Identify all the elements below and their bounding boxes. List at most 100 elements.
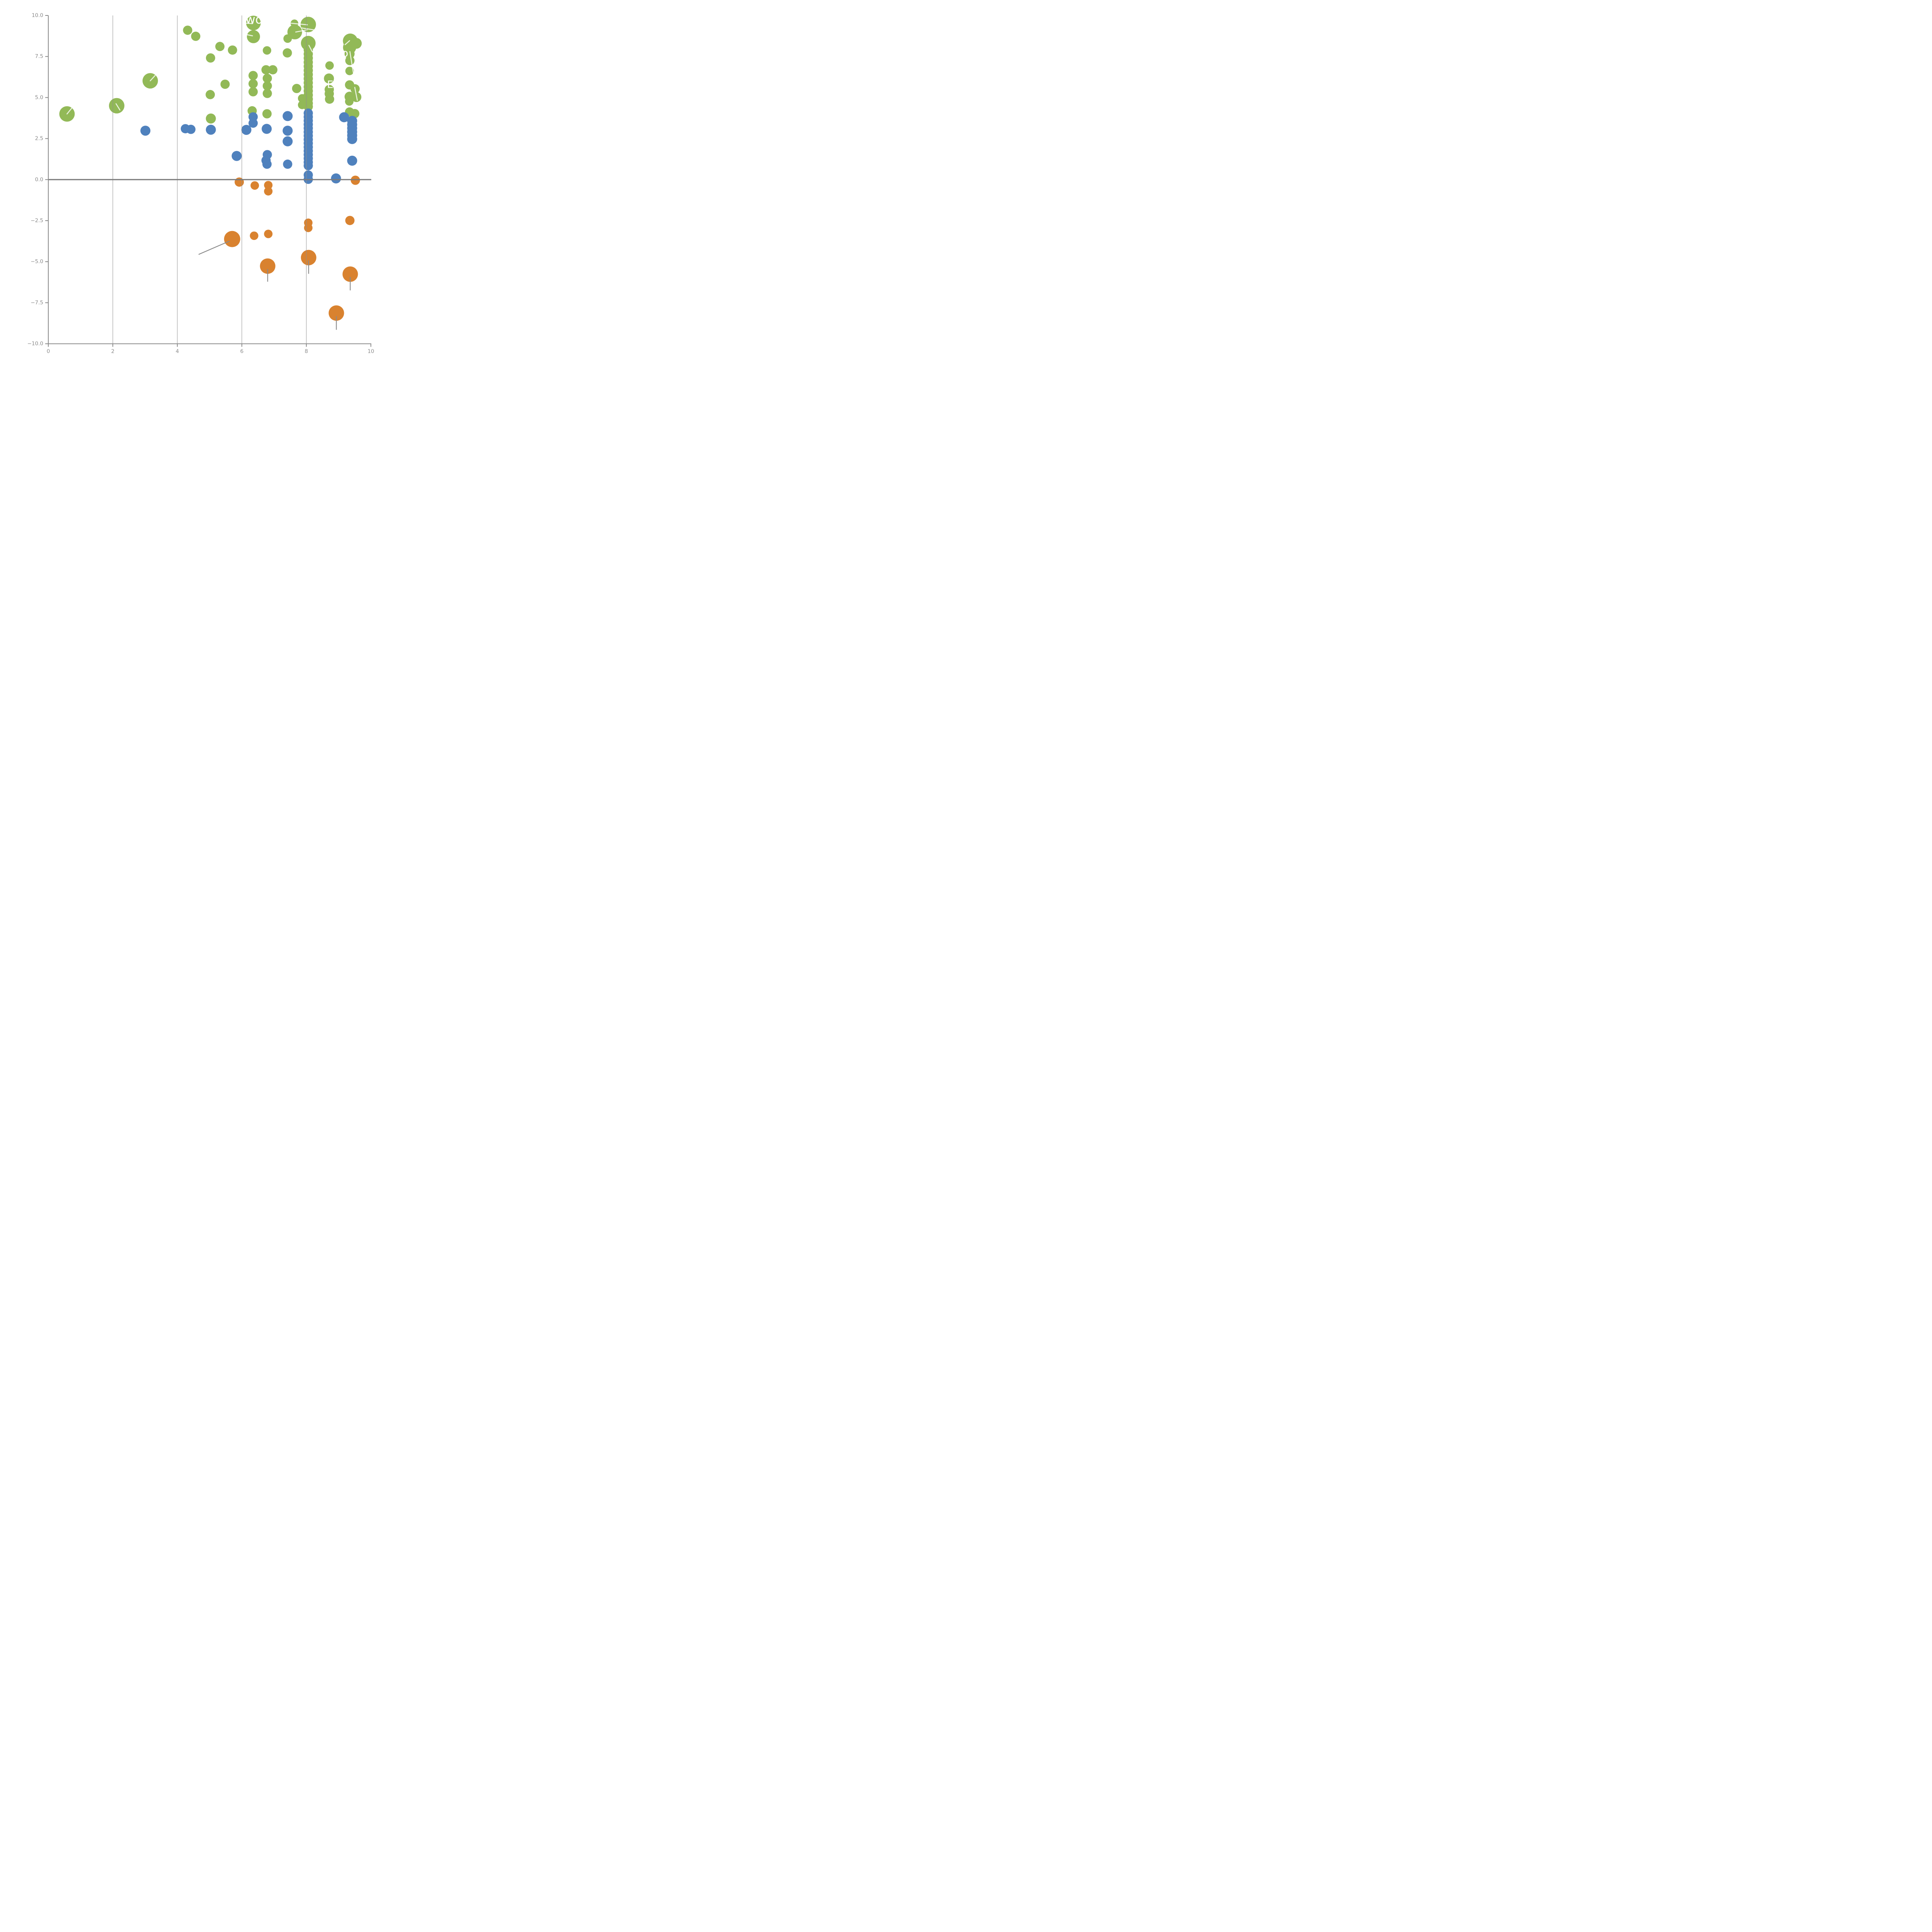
data-point-orange [264,181,273,190]
data-point-green [215,42,225,51]
scatter-plot: wo o E 10.0 7.5 5.0 2.5 0.0 −2.5 −5.0 −7.5 −10.0 0 2… [27,12,374,355]
data-point-green [263,46,271,55]
data-point-blue [231,151,242,161]
data-point-blue [282,136,293,146]
data-point-green [298,100,306,109]
x-tick-label: 10 [367,349,374,355]
data-point-blue [248,118,258,128]
data-point-green [206,90,215,99]
data-point-green [324,73,334,84]
white-leader-line [354,87,358,101]
data-point-green [228,45,237,55]
data-point-blue [282,126,293,136]
white-leader-line [245,22,253,24]
axes-layer: 10.0 7.5 5.0 2.5 0.0 −2.5 −5.0 −7.5 −10.0 0 2 4 6 8 10 [27,12,374,355]
y-tick-label: 0.0 [35,177,43,183]
x-tick-label: 4 [176,349,179,355]
data-point-orange [301,250,316,265]
white-leader-line [66,107,73,115]
data-point-green [261,65,271,75]
white-annotation-label: wo [245,13,262,27]
data-point-green [325,94,334,104]
data-point-orange [264,230,273,238]
data-point-blue [347,134,357,144]
data-point-orange [345,216,355,225]
data-point-green [301,36,316,51]
y-tick-label: −2.5 [31,218,43,224]
data-point-blue [206,124,216,135]
data-point-blue [283,159,293,169]
data-point-green [248,79,258,88]
data-point-blue [339,112,349,122]
white-leader-line [115,103,121,111]
data-point-orange [350,175,360,185]
data-point-orange [304,223,313,232]
data-point-blue [282,111,293,121]
data-point-green [268,65,277,75]
data-point-green [183,26,192,35]
data-point-orange [224,231,240,247]
data-point-green [206,113,216,124]
data-point-blue [347,155,357,166]
data-point-green [248,87,258,97]
y-tick-label: 7.5 [35,53,43,60]
data-point-green [344,49,355,59]
white-leader-line [150,75,156,82]
data-point-orange [250,181,259,190]
white-annotation-label: o [342,48,349,60]
gray-leaders-layer [198,240,351,330]
data-point-green [248,71,258,80]
data-point-blue [262,124,272,134]
data-point-green [283,34,292,43]
gray-leader-line [198,240,230,255]
bubbles-layer [59,15,362,321]
data-point-green [325,61,334,70]
data-point-green [345,97,354,106]
white-annotations-layer: wo o E [66,13,358,115]
x-tick-label: 0 [47,349,50,355]
bubble-scatter-page: wo o E 10.0 7.5 5.0 2.5 0.0 −2.5 −5.0 −7.5 −10.0 0 2… [0,0,386,386]
data-point-green [292,84,301,93]
white-leader-line [308,45,313,52]
data-point-green [262,88,272,98]
data-point-green [262,81,272,91]
data-point-blue [241,125,252,135]
white-leader-line [344,40,350,45]
data-point-orange [250,231,259,240]
data-point-blue [331,173,341,184]
data-point-green [246,15,261,31]
data-point-green [220,80,230,89]
y-tick-label: −7.5 [31,299,43,306]
x-tick-label: 8 [305,349,308,355]
data-point-green [287,24,302,39]
data-point-orange [235,177,244,187]
data-point-blue [303,161,313,170]
white-leader-line [301,27,317,31]
data-point-blue [262,159,272,169]
data-point-orange [328,305,344,321]
x-tick-label: 2 [111,349,115,355]
white-leader-line [295,29,308,33]
data-point-green [262,109,272,119]
y-tick-label: −10.0 [27,341,43,347]
data-point-blue [186,124,196,134]
data-point-orange [342,266,358,282]
data-point-orange [264,187,273,196]
white-leader-line [349,51,354,74]
white-annotation-label: E [327,79,333,91]
data-point-green [191,31,201,41]
y-tick-label: −5.0 [31,259,43,265]
data-point-green [298,94,306,103]
grid-layer [48,15,371,344]
white-leader-line [245,34,253,36]
y-tick-label: 2.5 [35,136,43,142]
data-point-green [262,73,272,83]
data-point-green [247,30,260,43]
white-leader-line [290,22,308,26]
data-point-green [345,66,354,75]
y-tick-label: 10.0 [32,12,43,19]
y-tick-label: 5.0 [35,94,43,100]
data-point-green [206,53,215,63]
data-point-orange [260,258,276,274]
x-tick-label: 6 [240,349,244,355]
